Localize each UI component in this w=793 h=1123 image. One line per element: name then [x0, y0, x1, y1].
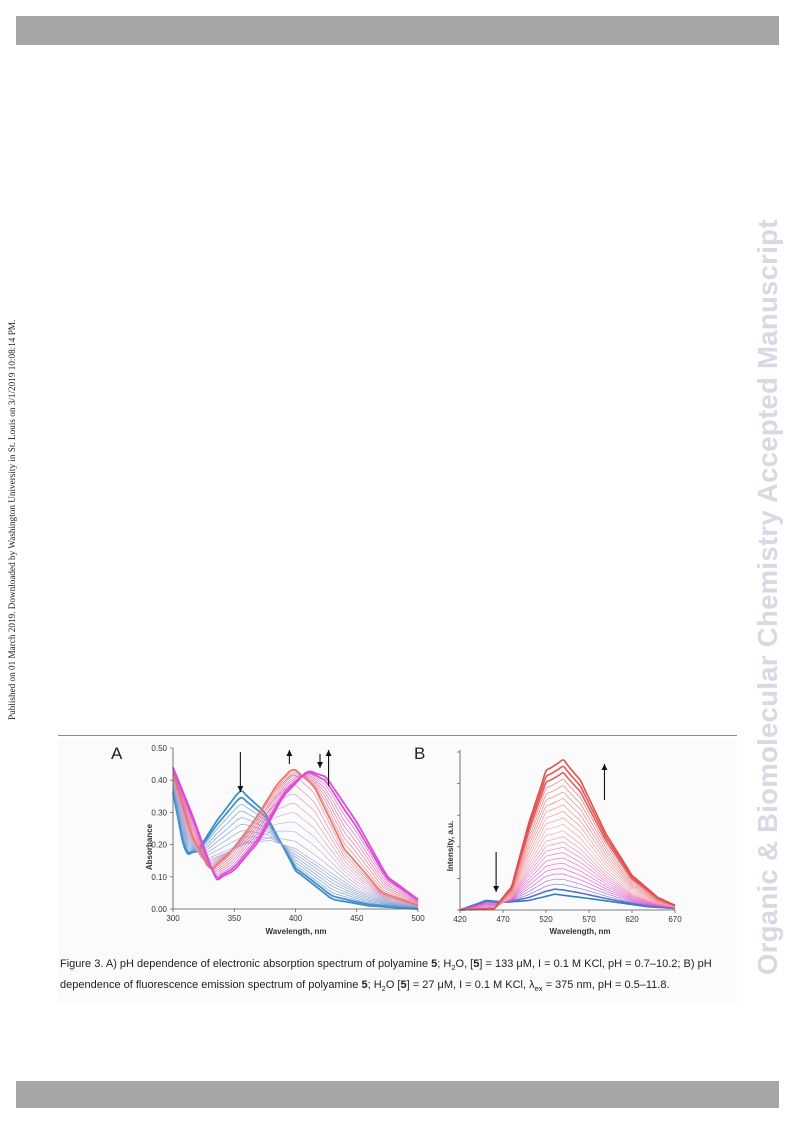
- footer-bar: [16, 1081, 779, 1108]
- panel-b-x-tick-label: 670: [668, 915, 682, 924]
- panel-a-y-tick-label: 0.50: [151, 744, 167, 753]
- intensity-series: [459, 888, 676, 911]
- absorbance-series: [172, 768, 419, 907]
- intensity-series: [459, 824, 676, 911]
- panel-a-y-tick-label: 0.40: [151, 776, 167, 785]
- panel-a-ylabel: Absorbance: [145, 823, 154, 870]
- absorbance-series: [172, 786, 419, 908]
- absorbance-series: [172, 770, 419, 903]
- absorbance-series: [172, 790, 419, 910]
- intensity-series: [459, 873, 676, 911]
- panel-b-x-tick-label: 470: [496, 915, 510, 924]
- arrow-up-395-head: [286, 750, 293, 756]
- absorbance-series: [172, 766, 419, 901]
- panel-a-y-tick-label: 0.30: [151, 808, 167, 817]
- panel-a-x-tick-label: 350: [228, 914, 242, 923]
- intensity-series: [459, 852, 676, 911]
- panel-b-x-tick-label: 570: [582, 915, 596, 924]
- header-bar: [16, 16, 779, 45]
- absorbance-series: [172, 776, 419, 907]
- absorption-chart: A 0.00 0.10 0.20 0.30 0.40 0.50 300 350 400 450 50…: [111, 744, 425, 936]
- absorbance-series: [172, 775, 419, 907]
- panel-b-xlabel: Wavelength, nm: [549, 927, 610, 936]
- panel-b-label: B: [414, 744, 425, 763]
- absorbance-series: [172, 778, 419, 907]
- arrow-up-588-head: [601, 764, 608, 770]
- absorbance-series: [172, 791, 419, 910]
- intensity-series: [459, 868, 676, 911]
- download-notice: Published on 01 March 2019. Downloaded b…: [7, 319, 17, 720]
- arrow-up-427-head: [325, 750, 332, 756]
- panel-a-x-tick-label: 300: [166, 914, 180, 923]
- panel-a-x-tick-label: 400: [289, 914, 303, 923]
- absorbance-series: [172, 788, 419, 909]
- panel-b-x-tick-label: 520: [539, 915, 553, 924]
- absorbance-series: [172, 785, 419, 908]
- intensity-series: [459, 878, 676, 911]
- absorbance-series: [172, 779, 419, 907]
- absorbance-series: [172, 771, 419, 904]
- absorbance-series: [172, 782, 419, 907]
- absorbance-series: [172, 778, 419, 907]
- journal-watermark: Organic & Biomolecular Chemistry Accepte…: [752, 219, 783, 975]
- panel-a-x-tick-label: 450: [350, 914, 364, 923]
- absorbance-series: [172, 789, 419, 909]
- panel-b-x-tick-label: 420: [453, 915, 467, 924]
- fluorescence-chart: B 420 470 520 570 620 670 Intensity, a.u. Wav…: [414, 744, 682, 936]
- panel-a-label: A: [111, 744, 123, 763]
- figure-caption: Figure 3. A) pH dependence of electronic…: [60, 958, 712, 993]
- intensity-series: [459, 857, 676, 911]
- absorbance-series: [172, 783, 419, 908]
- absorbance-series: [172, 777, 419, 907]
- panel-a-y-tick-label: 0.00: [151, 905, 167, 914]
- arrow-down-355-head: [237, 786, 244, 792]
- intensity-series: [459, 759, 676, 911]
- panel-a-y-tick-label: 0.10: [151, 873, 167, 882]
- panel-b-x-tick-label: 620: [625, 915, 639, 924]
- panel-a-x-tick-label: 500: [411, 914, 425, 923]
- absorbance-series: [172, 771, 419, 906]
- absorbance-series: [172, 771, 419, 905]
- panel-b-ylabel: Intensity, a.u.: [446, 821, 455, 872]
- panel-a-xlabel: Wavelength, nm: [265, 927, 326, 936]
- intensity-series: [459, 791, 676, 911]
- arrow-down-420-head: [317, 762, 323, 768]
- absorbance-series: [172, 774, 419, 907]
- absorbance-series: [172, 774, 419, 907]
- intensity-series: [459, 862, 676, 911]
- arrow-down-462-head: [493, 886, 500, 892]
- figure-top-rule: [58, 735, 737, 736]
- intensity-series: [459, 883, 676, 911]
- absorbance-series: [172, 780, 419, 907]
- panel-a-y-tick-label: 0.20: [151, 841, 167, 850]
